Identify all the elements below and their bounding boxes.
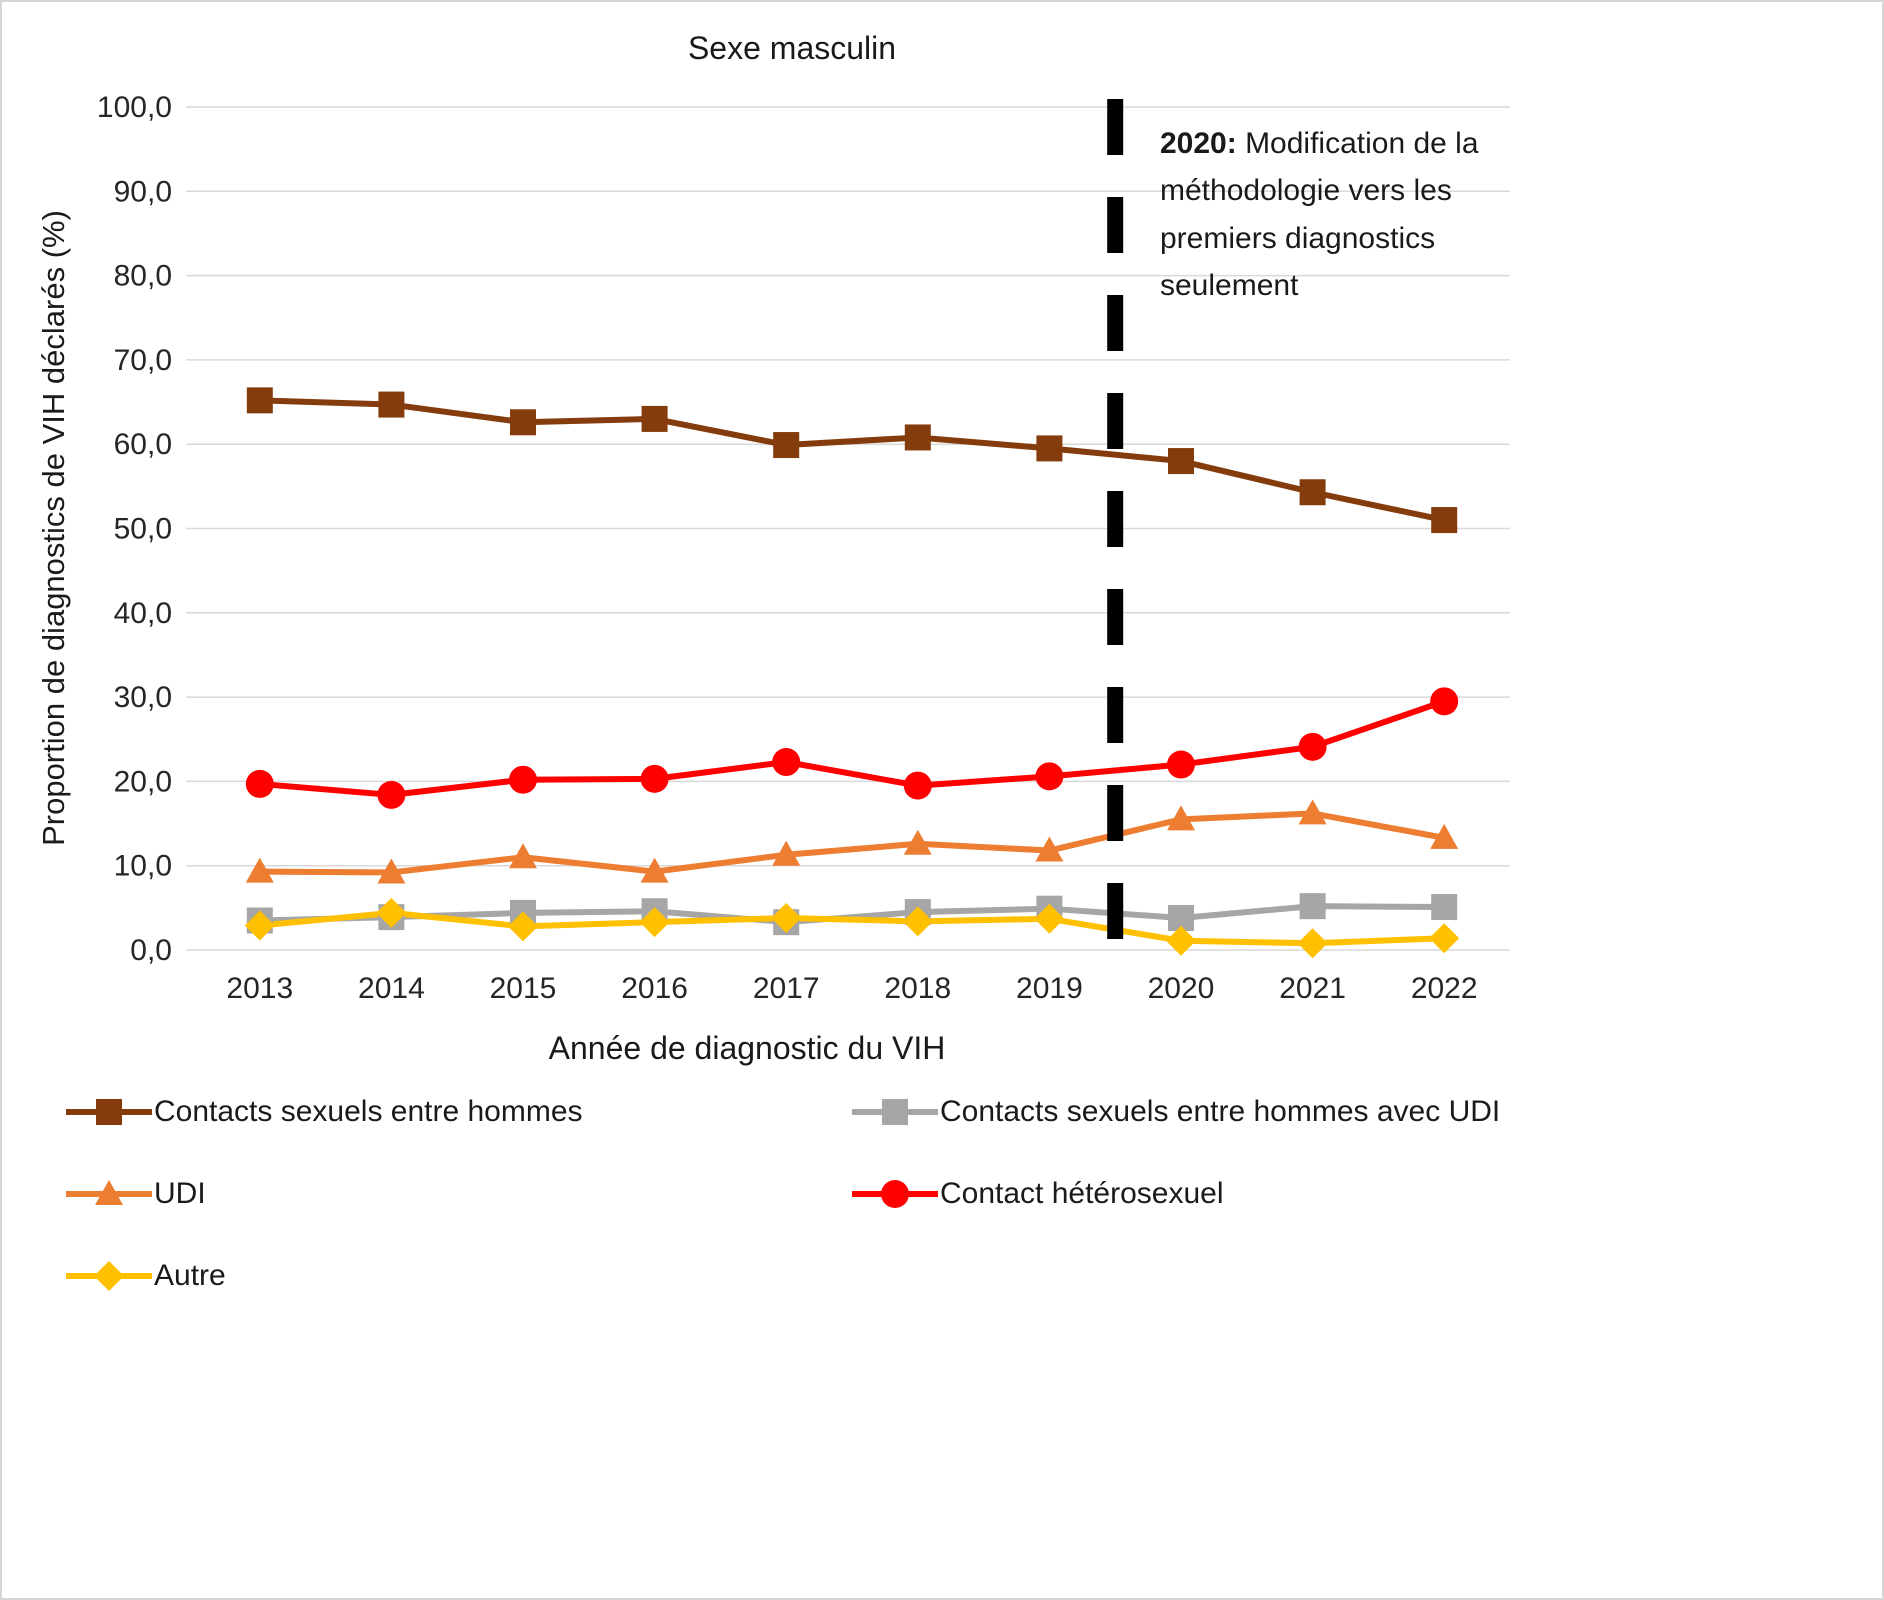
series-line-0: [256, 397, 1448, 524]
y-tick-label: 80,0: [114, 260, 172, 293]
series-marker-0: [1299, 479, 1326, 506]
legend-marker-diamond-icon: [66, 1261, 152, 1291]
y-tick-label: 70,0: [114, 344, 172, 377]
series-marker-2: [1430, 823, 1459, 849]
series-line-4: [256, 909, 1448, 947]
legend-item-1: Contacts sexuels entre hommes avec UDI: [852, 1084, 1828, 1140]
series-marker-3: [903, 771, 932, 800]
series-marker-2: [772, 840, 801, 866]
series-marker-4: [902, 906, 933, 937]
annotation-text: Modification de la méthodologie vers les…: [1160, 127, 1479, 303]
legend-marker-triangle-icon: [66, 1180, 152, 1205]
series-marker-3: [772, 748, 801, 777]
y-tick-label: 20,0: [114, 765, 172, 798]
annotation-year: 2020:: [1160, 127, 1237, 160]
series-marker-2: [640, 857, 669, 883]
series-marker-2: [903, 829, 932, 855]
series-line-3: [256, 698, 1448, 798]
x-tick-label: 2018: [884, 972, 951, 1005]
y-tick-label: 60,0: [114, 428, 172, 461]
series-marker-0: [510, 409, 536, 436]
x-tick-label: 2016: [621, 972, 688, 1005]
y-tick-label: 100,0: [97, 91, 172, 124]
series-marker-1: [1431, 894, 1458, 921]
series-marker-3: [377, 780, 406, 809]
series-marker-4: [1297, 928, 1328, 959]
series-marker-0: [904, 424, 931, 451]
series-marker-4: [1429, 923, 1460, 954]
chart-title: Sexe masculin: [687, 30, 897, 66]
methodology-annotation: 2020: Modification de la méthodologie ve…: [1160, 120, 1482, 310]
series-marker-4: [244, 910, 275, 941]
series-marker-0: [1036, 435, 1063, 462]
x-tick-label: 2014: [358, 972, 425, 1005]
series-marker-3: [1430, 687, 1459, 716]
legend-label: Contact hétérosexuel: [940, 1177, 1224, 1210]
series-marker-0: [1431, 507, 1458, 534]
series-marker-3: [245, 769, 274, 798]
legend-label: Contacts sexuels entre hommes: [154, 1095, 583, 1128]
x-axis-title: Année de diagnostic du VIH: [548, 1030, 946, 1066]
series-marker-3: [640, 764, 669, 793]
x-tick-label: 2013: [226, 972, 293, 1005]
y-tick-label: 40,0: [114, 597, 172, 630]
series-marker-4: [771, 902, 802, 933]
series-line-2: [256, 810, 1448, 876]
series-marker-0: [378, 391, 405, 418]
x-tick-label: 2015: [490, 972, 557, 1005]
x-tick-label: 2021: [1279, 972, 1346, 1005]
series-marker-2: [245, 857, 274, 883]
x-tick-label: 2022: [1411, 972, 1478, 1005]
y-tick-label: 0,0: [130, 934, 172, 967]
legend-item-3: Contact hétérosexuel: [852, 1166, 1828, 1222]
series-marker-4: [1034, 903, 1065, 934]
x-tick-label: 2020: [1148, 972, 1215, 1005]
y-tick-label: 50,0: [114, 513, 172, 546]
series-marker-3: [509, 765, 537, 794]
legend-label: UDI: [154, 1177, 206, 1210]
legend-marker-square-icon: [66, 1099, 152, 1125]
legend-item-4: Autre: [66, 1248, 852, 1304]
x-tick-label: 2017: [753, 972, 820, 1005]
y-tick-label: 30,0: [114, 681, 172, 714]
series-marker-2: [1035, 836, 1064, 862]
series-marker-0: [1168, 448, 1194, 475]
legend-marker-circle-icon: [852, 1180, 938, 1208]
series-marker-2: [1298, 799, 1327, 825]
y-tick-label: 90,0: [114, 175, 172, 208]
legend-label: Autre: [154, 1259, 226, 1292]
series-marker-0: [246, 387, 273, 414]
series-marker-3: [1298, 732, 1327, 761]
series-marker-3: [1167, 750, 1195, 779]
series-marker-1: [1299, 893, 1326, 920]
series-marker-2: [509, 843, 537, 869]
x-tick-label: 2019: [1016, 972, 1083, 1005]
legend-marker-square-icon: [852, 1099, 938, 1125]
series-marker-3: [1035, 762, 1064, 791]
series-marker-4: [1166, 925, 1196, 956]
series-marker-4: [376, 897, 407, 928]
plot-area: 0,0 10,0 20,0 30,0 40,0 50,0 60,0 70,0 80,0 90,0 1…: [97, 91, 1510, 1005]
series-marker-0: [773, 432, 800, 459]
series-marker-4: [639, 907, 670, 938]
series-marker-2: [377, 858, 406, 884]
y-tick-label: 10,0: [114, 850, 172, 883]
series-marker-0: [641, 405, 668, 432]
series-marker-4: [508, 911, 538, 942]
legend-item-2: UDI: [66, 1166, 852, 1222]
series-marker-2: [1167, 805, 1195, 831]
legend: Contacts sexuels entre hommes Contacts se…: [66, 1084, 1828, 1304]
legend-label: Contacts sexuels entre hommes avec UDI: [940, 1095, 1501, 1128]
legend-item-0: Contacts sexuels entre hommes: [66, 1084, 852, 1140]
